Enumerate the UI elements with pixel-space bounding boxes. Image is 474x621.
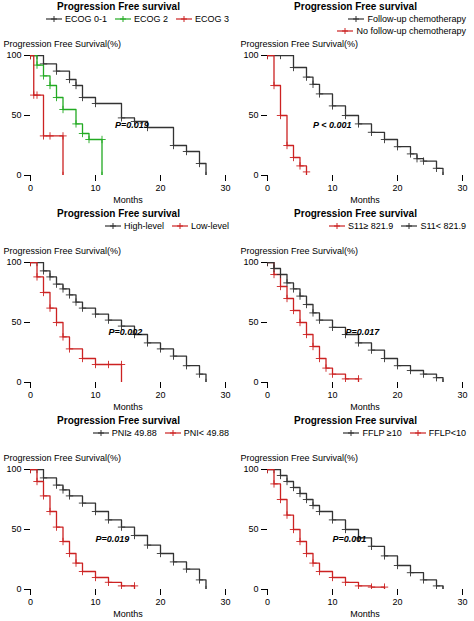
html-text:Progression Free survival: Progression Free survival — [294, 415, 417, 426]
svg-text:20: 20 — [155, 597, 165, 607]
svg-text:10: 10 — [90, 390, 100, 400]
svg-text:Progression Free Survival(%): Progression Free Survival(%) — [4, 453, 122, 463]
svg-text:0: 0 — [253, 584, 258, 594]
svg-text:100: 100 — [6, 257, 21, 267]
svg-text:P=0.019: P=0.019 — [96, 534, 130, 544]
html-text:S11≥ 821.9: S11≥ 821.9 — [348, 221, 394, 231]
svg-text:Progression Free Survival(%): Progression Free Survival(%) — [241, 453, 359, 463]
svg-text:10: 10 — [327, 390, 337, 400]
svg-text:10: 10 — [327, 183, 337, 193]
html-text:Progression Free survival: Progression Free survival — [57, 1, 180, 12]
svg-text:100: 100 — [6, 464, 21, 474]
svg-text:Months: Months — [350, 609, 380, 619]
svg-text:P=0.001: P=0.001 — [333, 534, 367, 544]
svg-text:P=0.017: P=0.017 — [346, 327, 381, 337]
svg-text:100: 100 — [243, 50, 258, 60]
svg-text:0: 0 — [253, 170, 258, 180]
svg-text:Progression Free Survival(%): Progression Free Survival(%) — [241, 39, 359, 49]
svg-text:50: 50 — [11, 110, 21, 120]
svg-text:30: 30 — [220, 183, 230, 193]
svg-text:20: 20 — [392, 390, 402, 400]
html-text:PNI< 49.88: PNI< 49.88 — [183, 428, 229, 438]
svg-text:50: 50 — [11, 317, 21, 327]
html-text:FFLP<10: FFLP<10 — [428, 428, 466, 438]
html-text:Progression Free survival: Progression Free survival — [57, 415, 180, 426]
html-text:FFLP ≥10: FFLP ≥10 — [362, 428, 402, 438]
svg-text:30: 30 — [457, 390, 467, 400]
svg-text:0: 0 — [253, 377, 258, 387]
svg-text:0: 0 — [28, 183, 33, 193]
svg-text:Progression Free Survival(%): Progression Free Survival(%) — [241, 246, 359, 256]
svg-text:Months: Months — [113, 609, 143, 619]
html-text:Follow-up chemotherapy: Follow-up chemotherapy — [367, 14, 466, 24]
svg-text:50: 50 — [248, 317, 258, 327]
html-text:High-level: High-level — [123, 221, 164, 231]
svg-text:Months: Months — [350, 195, 380, 205]
svg-text:0: 0 — [265, 597, 270, 607]
html-text:Progression Free survival: Progression Free survival — [294, 1, 417, 12]
svg-text:0: 0 — [28, 390, 33, 400]
svg-text:Progression Free Survival(%): Progression Free Survival(%) — [4, 39, 122, 49]
svg-text:100: 100 — [243, 464, 258, 474]
svg-text:Months: Months — [350, 402, 380, 412]
svg-text:20: 20 — [392, 183, 402, 193]
svg-text:100: 100 — [6, 50, 21, 60]
svg-text:0: 0 — [265, 183, 270, 193]
html-text:ECOG 2: ECOG 2 — [134, 14, 168, 24]
svg-text:Months: Months — [113, 195, 143, 205]
html-text:Progression Free survival: Progression Free survival — [294, 208, 417, 219]
svg-text:0: 0 — [16, 377, 21, 387]
svg-text:Months: Months — [113, 402, 143, 412]
svg-text:10: 10 — [90, 183, 100, 193]
svg-text:50: 50 — [11, 524, 21, 534]
svg-text:50: 50 — [248, 524, 258, 534]
svg-text:10: 10 — [90, 597, 100, 607]
svg-text:P=0.019: P=0.019 — [115, 120, 149, 130]
html-text:ECOG 3: ECOG 3 — [195, 14, 229, 24]
html-text:S11< 821.9: S11< 821.9 — [420, 221, 466, 231]
html-text:ECOG 0-1: ECOG 0-1 — [65, 14, 107, 24]
svg-text:10: 10 — [327, 597, 337, 607]
svg-text:20: 20 — [155, 390, 165, 400]
svg-text:20: 20 — [155, 183, 165, 193]
svg-text:100: 100 — [243, 257, 258, 267]
svg-text:0: 0 — [16, 170, 21, 180]
svg-text:50: 50 — [248, 110, 258, 120]
svg-text:0: 0 — [16, 584, 21, 594]
svg-text:P=0.002: P=0.002 — [109, 327, 143, 337]
svg-text:30: 30 — [220, 390, 230, 400]
html-text:No follow-up chemotherapy: No follow-up chemotherapy — [356, 26, 466, 36]
svg-text:0: 0 — [265, 390, 270, 400]
svg-text:20: 20 — [392, 597, 402, 607]
svg-text:30: 30 — [457, 597, 467, 607]
html-text:Progression Free survival: Progression Free survival — [57, 208, 180, 219]
svg-text:P < 0.001: P < 0.001 — [313, 120, 351, 130]
svg-text:30: 30 — [457, 183, 467, 193]
svg-text:0: 0 — [28, 597, 33, 607]
html-text:PNI≥ 49.88: PNI≥ 49.88 — [111, 428, 157, 438]
html-text:Low-level: Low-level — [191, 221, 229, 231]
svg-text:Progression Free Survival(%): Progression Free Survival(%) — [4, 246, 122, 256]
svg-text:30: 30 — [220, 597, 230, 607]
